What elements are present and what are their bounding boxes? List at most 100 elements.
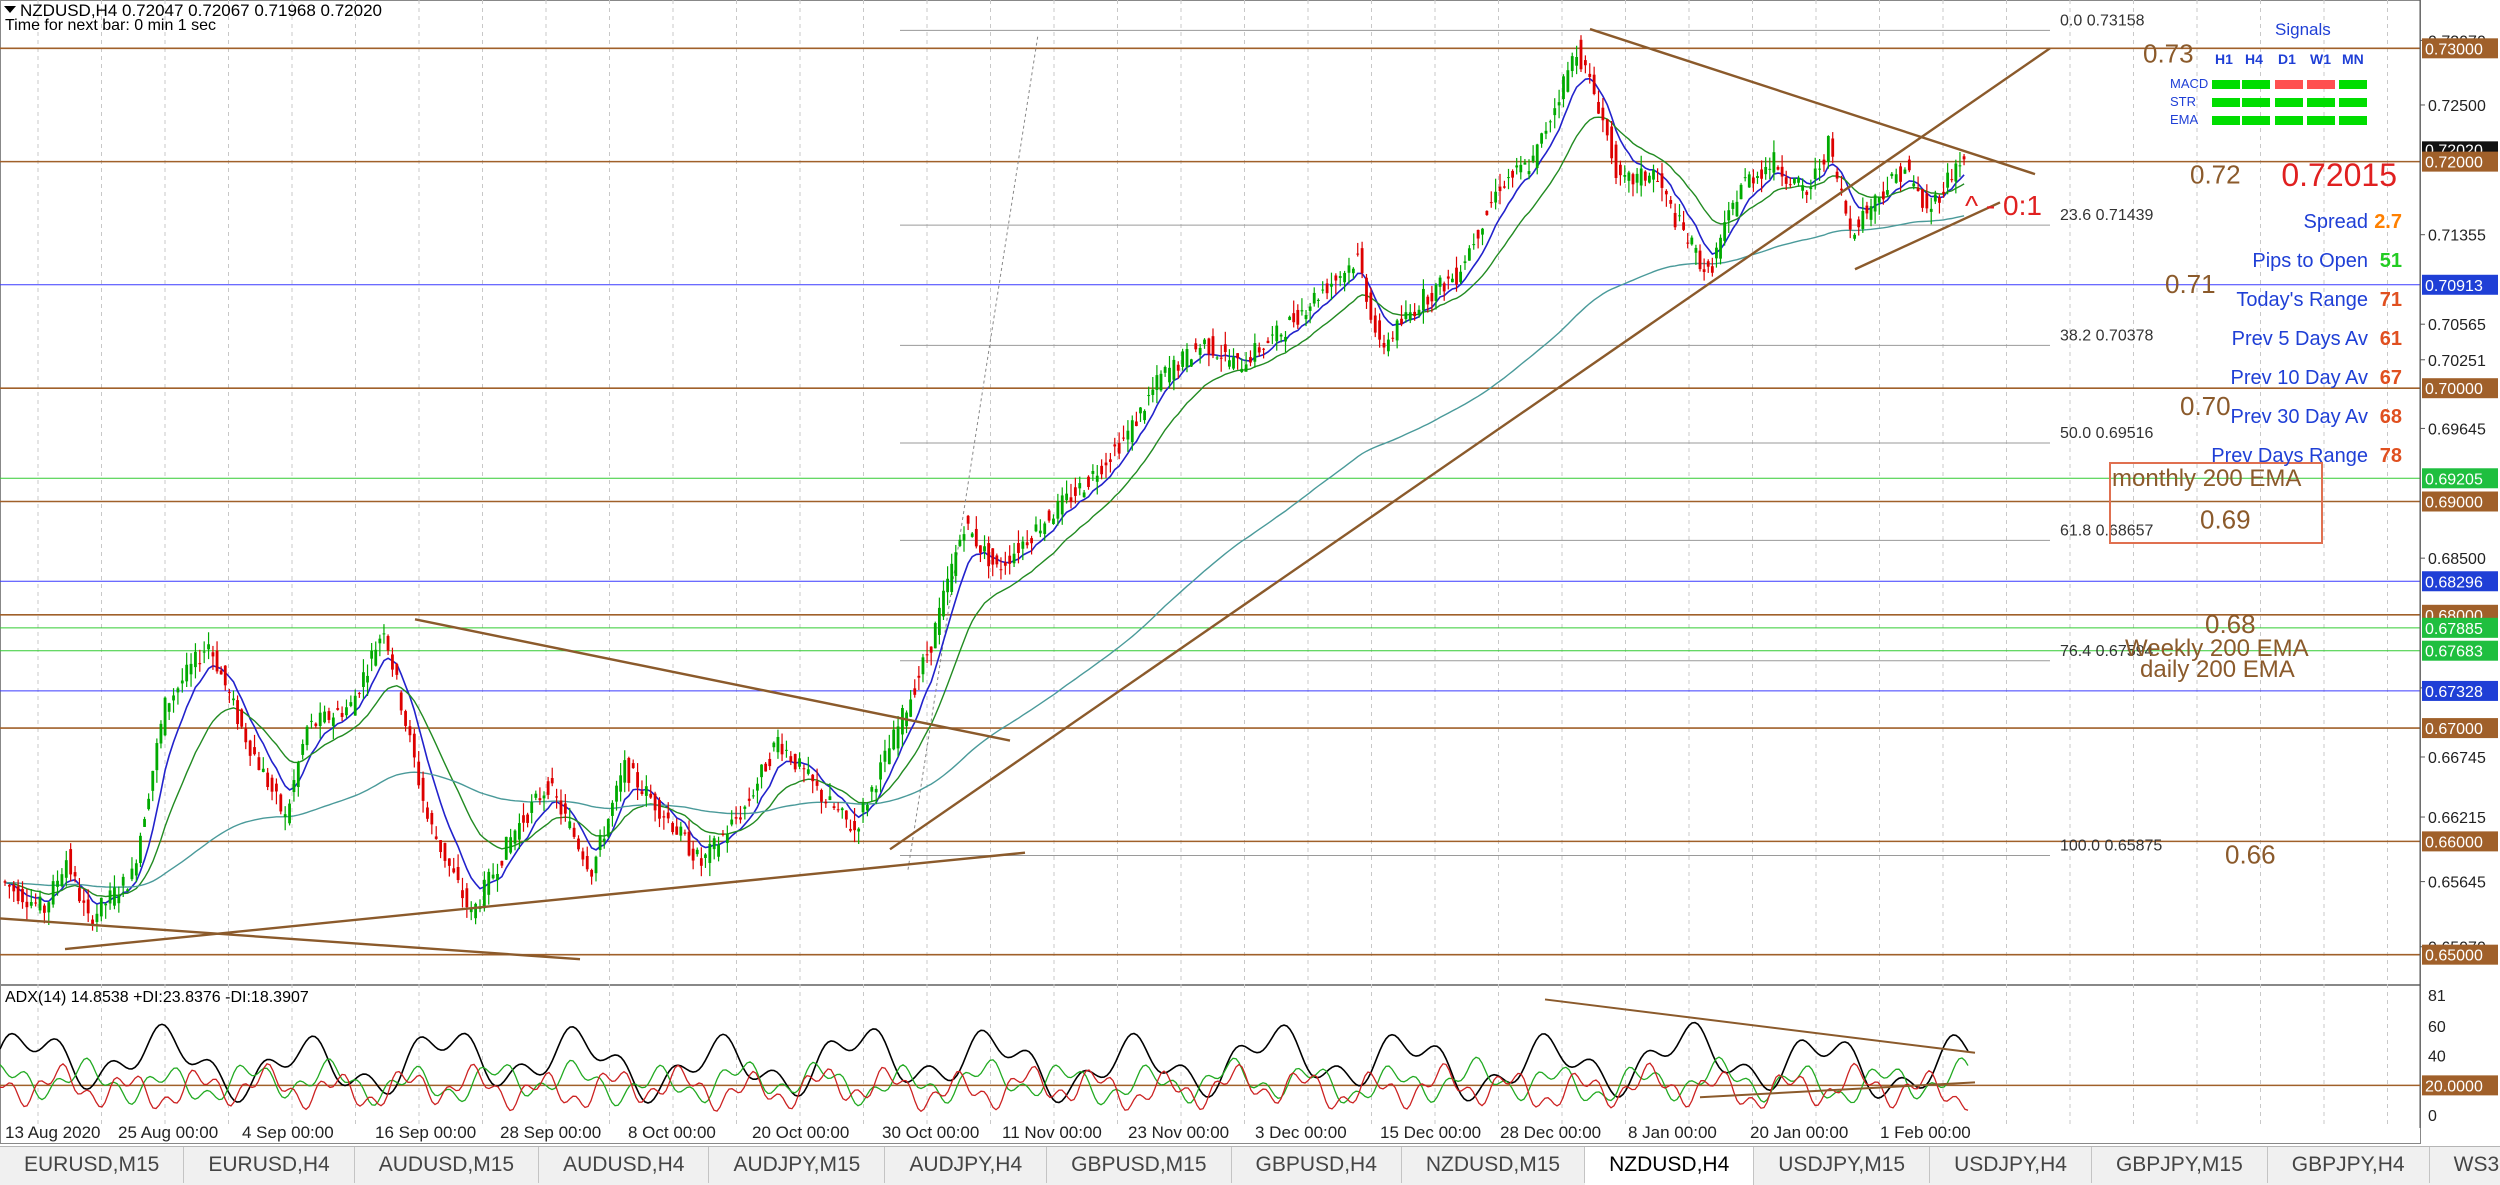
symbol-title: NZDUSD,H4 0.72047 0.72067 0.71968 0.7202… <box>20 1 382 20</box>
info-row-label: Prev 10 Day Av <box>2231 367 2368 389</box>
price-tick: 0.67885 <box>2422 617 2498 638</box>
level-label: 0.70 <box>2180 391 2231 421</box>
tab-audjpy-h4[interactable]: AUDJPY,H4 <box>885 1147 1048 1183</box>
indicator-title: ADX(14) 14.8538 +DI:23.8376 -DI:18.3907 <box>5 989 309 1006</box>
price-tick: 0.73000 <box>2422 38 2498 59</box>
price-tick-label: 0.73000 <box>2425 41 2483 58</box>
price-tick-label: 0.68296 <box>2425 574 2483 591</box>
info-row-value: 2.7 <box>2374 211 2402 233</box>
time-tick-label: 30 Oct 00:00 <box>882 1123 979 1142</box>
level-label: 0.72 <box>2190 160 2241 190</box>
weekly-ema-label: Weekly 200 EMA <box>2125 635 2309 662</box>
ratio-label: ^ - 0:1 <box>1965 190 2042 221</box>
level-label: 0.68 <box>2205 609 2256 639</box>
price-tick-label: 0.70251 <box>2428 353 2486 370</box>
time-tick-label: 20 Oct 00:00 <box>752 1123 849 1142</box>
ema-line-120 <box>4 215 1965 888</box>
price-tick: 0.70913 <box>2422 274 2498 295</box>
fib-label: 100.0 0.65875 <box>2060 838 2162 855</box>
signals-timeframe: H4 <box>2245 51 2263 67</box>
info-row-value: 71 <box>2380 289 2402 311</box>
daily-ema-label: daily 200 EMA <box>2140 656 2295 683</box>
price-tick-label: 0.67683 <box>2425 644 2483 661</box>
tab-gbpjpy-m15[interactable]: GBPJPY,M15 <box>2092 1147 2268 1183</box>
tab-nzdusd-h4[interactable]: NZDUSD,H4 <box>1585 1147 1755 1185</box>
price-tick: 0.66000 <box>2422 831 2498 852</box>
info-row-value: 78 <box>2380 445 2402 467</box>
info-row-label: Today's Range <box>2236 289 2368 311</box>
price-tick: 0.71355 <box>2420 228 2486 245</box>
price-tick: 0.70565 <box>2420 317 2486 334</box>
price-tick-label: 0.67885 <box>2425 621 2483 638</box>
adx-indicator-pane: ADX(14) 14.8538 +DI:23.8376 -DI:18.3907 2… <box>0 988 2498 1125</box>
info-row-label: Prev 5 Days Av <box>2232 328 2368 350</box>
time-tick-label: 8 Jan 00:00 <box>1628 1123 1717 1142</box>
time-tick-label: 8 Oct 00:00 <box>628 1123 716 1142</box>
info-row-value: 51 <box>2380 250 2402 272</box>
price-tick: 0.72000 <box>2422 151 2498 172</box>
price-chart[interactable]: 0.0 0.73158 23.6 0.71439 38.2 0.70378 50.0 … <box>0 0 2500 1146</box>
signals-title: Signals <box>2275 20 2331 39</box>
price-tick: 0.67328 <box>2422 680 2498 701</box>
price-tick: 0.70000 <box>2422 378 2498 399</box>
price-tick-label: 0.67328 <box>2425 684 2483 701</box>
fib-label: 0.0 0.73158 <box>2060 12 2145 29</box>
indicator-axis-label: 40 <box>2428 1049 2446 1066</box>
fib-label: 38.2 0.70378 <box>2060 327 2154 344</box>
bar-timer: Time for next bar: 0 min 1 sec <box>5 17 216 34</box>
fib-label: 23.6 0.71439 <box>2060 207 2154 224</box>
price-tick-label: 0.65645 <box>2428 875 2486 892</box>
price-tick-label: 0.68500 <box>2428 551 2486 568</box>
tab-usdjpy-h4[interactable]: USDJPY,H4 <box>1930 1147 2092 1183</box>
tab-ws30-h4[interactable]: WS30,H4 <box>2430 1147 2500 1183</box>
price-tick-label: 0.70000 <box>2425 381 2483 398</box>
signals-row-label: EMA <box>2170 112 2199 127</box>
price-tick-label: 0.69000 <box>2425 495 2483 512</box>
time-tick-label: 25 Aug 00:00 <box>118 1123 218 1142</box>
info-row-label: Prev Days Range <box>2211 445 2368 467</box>
tab-audusd-m15[interactable]: AUDUSD,M15 <box>355 1147 540 1183</box>
moving-averages <box>4 77 1965 905</box>
info-row-label: Spread <box>2304 211 2369 233</box>
tab-eurusd-m15[interactable]: EURUSD,M15 <box>0 1147 185 1183</box>
trendlines <box>0 27 2051 961</box>
text-overlays: 0.73 0.72 0.71 0.70 0.69 0.68 0.66 monthly 200 … <box>1965 38 2323 869</box>
time-tick-label: 1 Feb 00:00 <box>1880 1123 1971 1142</box>
price-tick: 0.69205 <box>2422 468 2498 489</box>
info-row-value: 68 <box>2380 406 2402 428</box>
time-tick-label: 15 Dec 00:00 <box>1380 1123 1481 1142</box>
info-row-value: 67 <box>2380 367 2402 389</box>
indicator-axis-label: 81 <box>2428 988 2446 1005</box>
tab-nzdusd-m15[interactable]: NZDUSD,M15 <box>1402 1147 1586 1183</box>
time-tick-label: 23 Nov 00:00 <box>1128 1123 1229 1142</box>
tab-gbpusd-h4[interactable]: GBPUSD,H4 <box>1232 1147 1402 1183</box>
chart-header: NZDUSD,H4 0.72047 0.72067 0.71968 0.7202… <box>4 1 382 34</box>
tab-gbpjpy-h4[interactable]: GBPJPY,H4 <box>2268 1147 2430 1183</box>
time-axis: 13 Aug 2020 25 Aug 00:00 4 Sep 00:00 16 Sep… <box>5 1123 1971 1142</box>
tab-usdjpy-m15[interactable]: USDJPY,M15 <box>1754 1147 1931 1183</box>
signals-timeframe: D1 <box>2278 51 2296 67</box>
price-axis: 0.730700.730000.725000.720200.720000.713… <box>2419 0 2498 1128</box>
tab-gbpusd-m15[interactable]: GBPUSD,M15 <box>1047 1147 1232 1183</box>
price-tick-label: 0.72000 <box>2425 155 2483 172</box>
fibonacci-retracement: 0.0 0.73158 23.6 0.71439 38.2 0.70378 50.0 … <box>900 12 2162 870</box>
price-tick: 0.66215 <box>2420 810 2486 827</box>
price-tick: 0.70251 <box>2420 353 2486 370</box>
tab-audusd-h4[interactable]: AUDUSD,H4 <box>539 1147 710 1183</box>
info-row-value: 61 <box>2380 328 2402 350</box>
price-tick-label: 0.71355 <box>2428 228 2486 245</box>
horizontal-levels <box>0 47 2420 956</box>
price-tick: 0.65645 <box>2420 875 2486 892</box>
candlesticks <box>3 35 1966 932</box>
chart-tabs[interactable]: EURUSD,M15 EURUSD,H4 AUDUSD,M15 AUDUSD,H4 AU… <box>0 1146 2500 1185</box>
price-tick-label: 0.66000 <box>2425 834 2483 851</box>
signals-panel: Signals H1 H4 D1 W1 MN MACD STR EMA <box>2170 20 2367 127</box>
tab-eurusd-h4[interactable]: EURUSD,H4 <box>184 1147 355 1183</box>
time-tick-label: 16 Sep 00:00 <box>375 1123 476 1142</box>
indicator-axis-label: 60 <box>2428 1019 2446 1036</box>
info-row-label: Prev 30 Day Av <box>2231 406 2368 428</box>
tab-audjpy-m15[interactable]: AUDJPY,M15 <box>709 1147 886 1183</box>
time-tick-label: 28 Dec 00:00 <box>1500 1123 1601 1142</box>
price-tick: 0.69000 <box>2422 491 2498 512</box>
